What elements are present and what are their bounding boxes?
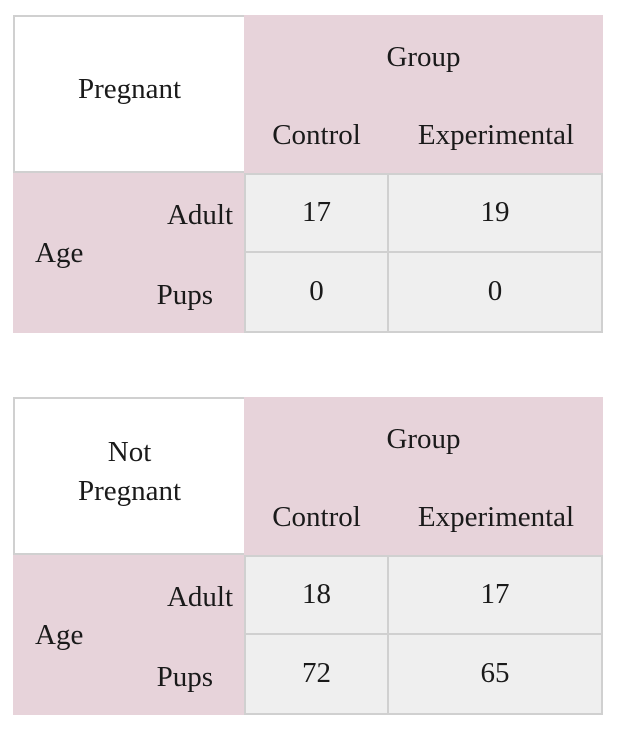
column-header-experimental: Experimental [417, 118, 575, 151]
contingency-table-pregnant: Pregnant Group Control Experimental Age … [13, 15, 603, 333]
cell-pups-control: 72 [244, 635, 389, 715]
cell-pups-experimental: 0 [389, 253, 603, 333]
corner-label: Pregnant [13, 15, 244, 173]
corner-label-text: Pregnant [77, 73, 182, 106]
column-header-region [244, 397, 603, 555]
column-header-control: Control [272, 118, 361, 151]
row-header-region [13, 555, 244, 715]
row-header-pups: Pups [156, 278, 213, 311]
cell-adult-experimental: 19 [389, 173, 603, 253]
contingency-table-not-pregnant: Not Pregnant Group Control Experimental … [13, 397, 603, 715]
cell-pups-experimental: 65 [389, 635, 603, 715]
cell-adult-control: 17 [244, 173, 389, 253]
row-group-header-age: Age [35, 236, 84, 269]
corner-label: Not Pregnant [13, 397, 244, 555]
row-header-adult: Adult [166, 198, 233, 231]
group-header: Group [386, 422, 461, 455]
row-header-region [13, 173, 244, 333]
cell-pups-control: 0 [244, 253, 389, 333]
group-header: Group [386, 40, 461, 73]
cell-adult-experimental: 17 [389, 555, 603, 635]
row-header-adult: Adult [166, 580, 233, 613]
row-header-pups: Pups [156, 660, 213, 693]
column-header-control: Control [272, 500, 361, 533]
column-header-region [244, 15, 603, 173]
cell-adult-control: 18 [244, 555, 389, 635]
column-header-experimental: Experimental [417, 500, 575, 533]
row-group-header-age: Age [35, 618, 84, 651]
corner-label-text: Not Pregnant [77, 435, 182, 507]
